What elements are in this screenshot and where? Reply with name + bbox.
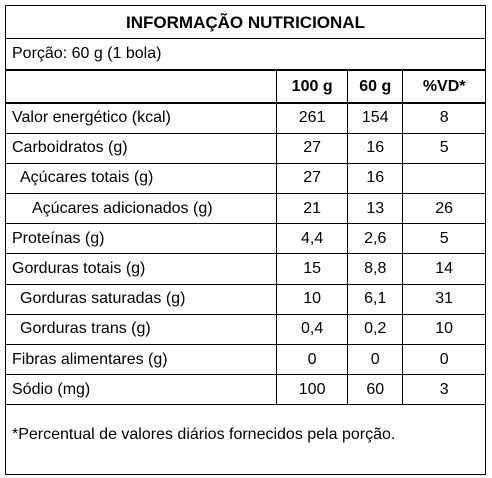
value-60g: 16 <box>347 132 404 164</box>
table-row: Açúcares adicionados (g) 21 13 26 <box>6 193 485 225</box>
table-row: Gorduras totais (g) 15 8,8 14 <box>6 253 485 285</box>
value-60g: 16 <box>347 162 404 195</box>
header-60g: 60 g <box>347 71 404 104</box>
value-vd: 3 <box>402 374 485 406</box>
value-100g: 21 <box>276 193 349 225</box>
footnote: *Percentual de valores diários fornecido… <box>12 426 396 444</box>
table-row: Gorduras trans (g) 0,4 0,2 10 <box>6 313 485 346</box>
table-row: Sódio (mg) 100 60 3 <box>6 374 485 406</box>
value-100g: 10 <box>276 283 349 315</box>
value-60g: 154 <box>347 102 404 134</box>
label-title: INFORMAÇÃO NUTRICIONAL <box>6 6 485 39</box>
value-vd: 5 <box>402 132 485 164</box>
value-60g: 0 <box>347 343 404 376</box>
value-vd <box>402 162 485 195</box>
nutrient-name: Proteínas (g) <box>6 223 278 255</box>
nutrient-name: Açúcares adicionados (g) <box>6 193 278 225</box>
header-vd: %VD* <box>402 71 485 104</box>
table-row: Proteínas (g) 4,4 2,6 5 <box>6 223 485 255</box>
value-100g: 0 <box>276 343 349 376</box>
value-vd: 26 <box>402 193 485 225</box>
value-vd: 31 <box>402 283 485 315</box>
value-100g: 0,4 <box>276 313 349 346</box>
table-row: Fibras alimentares (g) 0 0 0 <box>6 343 485 376</box>
nutrient-name: Valor energético (kcal) <box>6 102 278 134</box>
value-100g: 27 <box>276 162 349 195</box>
value-60g: 6,1 <box>347 283 404 315</box>
portion-size: Porção: 60 g (1 bola) <box>6 39 485 71</box>
value-100g: 4,4 <box>276 223 349 255</box>
nutrient-name: Açúcares totais (g) <box>6 162 278 195</box>
value-60g: 8,8 <box>347 253 404 285</box>
value-vd: 14 <box>402 253 485 285</box>
value-60g: 0,2 <box>347 313 404 346</box>
value-60g: 13 <box>347 193 404 225</box>
nutrition-facts-label: INFORMAÇÃO NUTRICIONAL Porção: 60 g (1 b… <box>5 5 486 475</box>
value-60g: 60 <box>347 374 404 406</box>
table-row: Carboidratos (g) 27 16 5 <box>6 132 485 164</box>
table-row: Valor energético (kcal) 261 154 8 <box>6 102 485 134</box>
table-row: Açúcares totais (g) 27 16 <box>6 162 485 195</box>
value-100g: 100 <box>276 374 349 406</box>
nutrient-name: Gorduras totais (g) <box>6 253 278 285</box>
value-100g: 261 <box>276 102 349 134</box>
header-nutrient <box>6 71 278 104</box>
nutrient-name: Gorduras saturadas (g) <box>6 283 278 315</box>
nutrient-name: Gorduras trans (g) <box>6 313 278 346</box>
value-100g: 15 <box>276 253 349 285</box>
value-vd: 0 <box>402 343 485 376</box>
nutrient-name: Sódio (mg) <box>6 374 278 406</box>
value-vd: 8 <box>402 102 485 134</box>
header-100g: 100 g <box>276 71 349 104</box>
nutrient-name: Carboidratos (g) <box>6 132 278 164</box>
value-vd: 10 <box>402 313 485 346</box>
table-row: Gorduras saturadas (g) 10 6,1 31 <box>6 283 485 315</box>
value-60g: 2,6 <box>347 223 404 255</box>
nutrition-table: 100 g 60 g %VD* Valor energético (kcal) 2… <box>6 71 485 406</box>
value-vd: 5 <box>402 223 485 255</box>
nutrient-name: Fibras alimentares (g) <box>6 343 278 376</box>
table-header-row: 100 g 60 g %VD* <box>6 71 485 104</box>
value-100g: 27 <box>276 132 349 164</box>
